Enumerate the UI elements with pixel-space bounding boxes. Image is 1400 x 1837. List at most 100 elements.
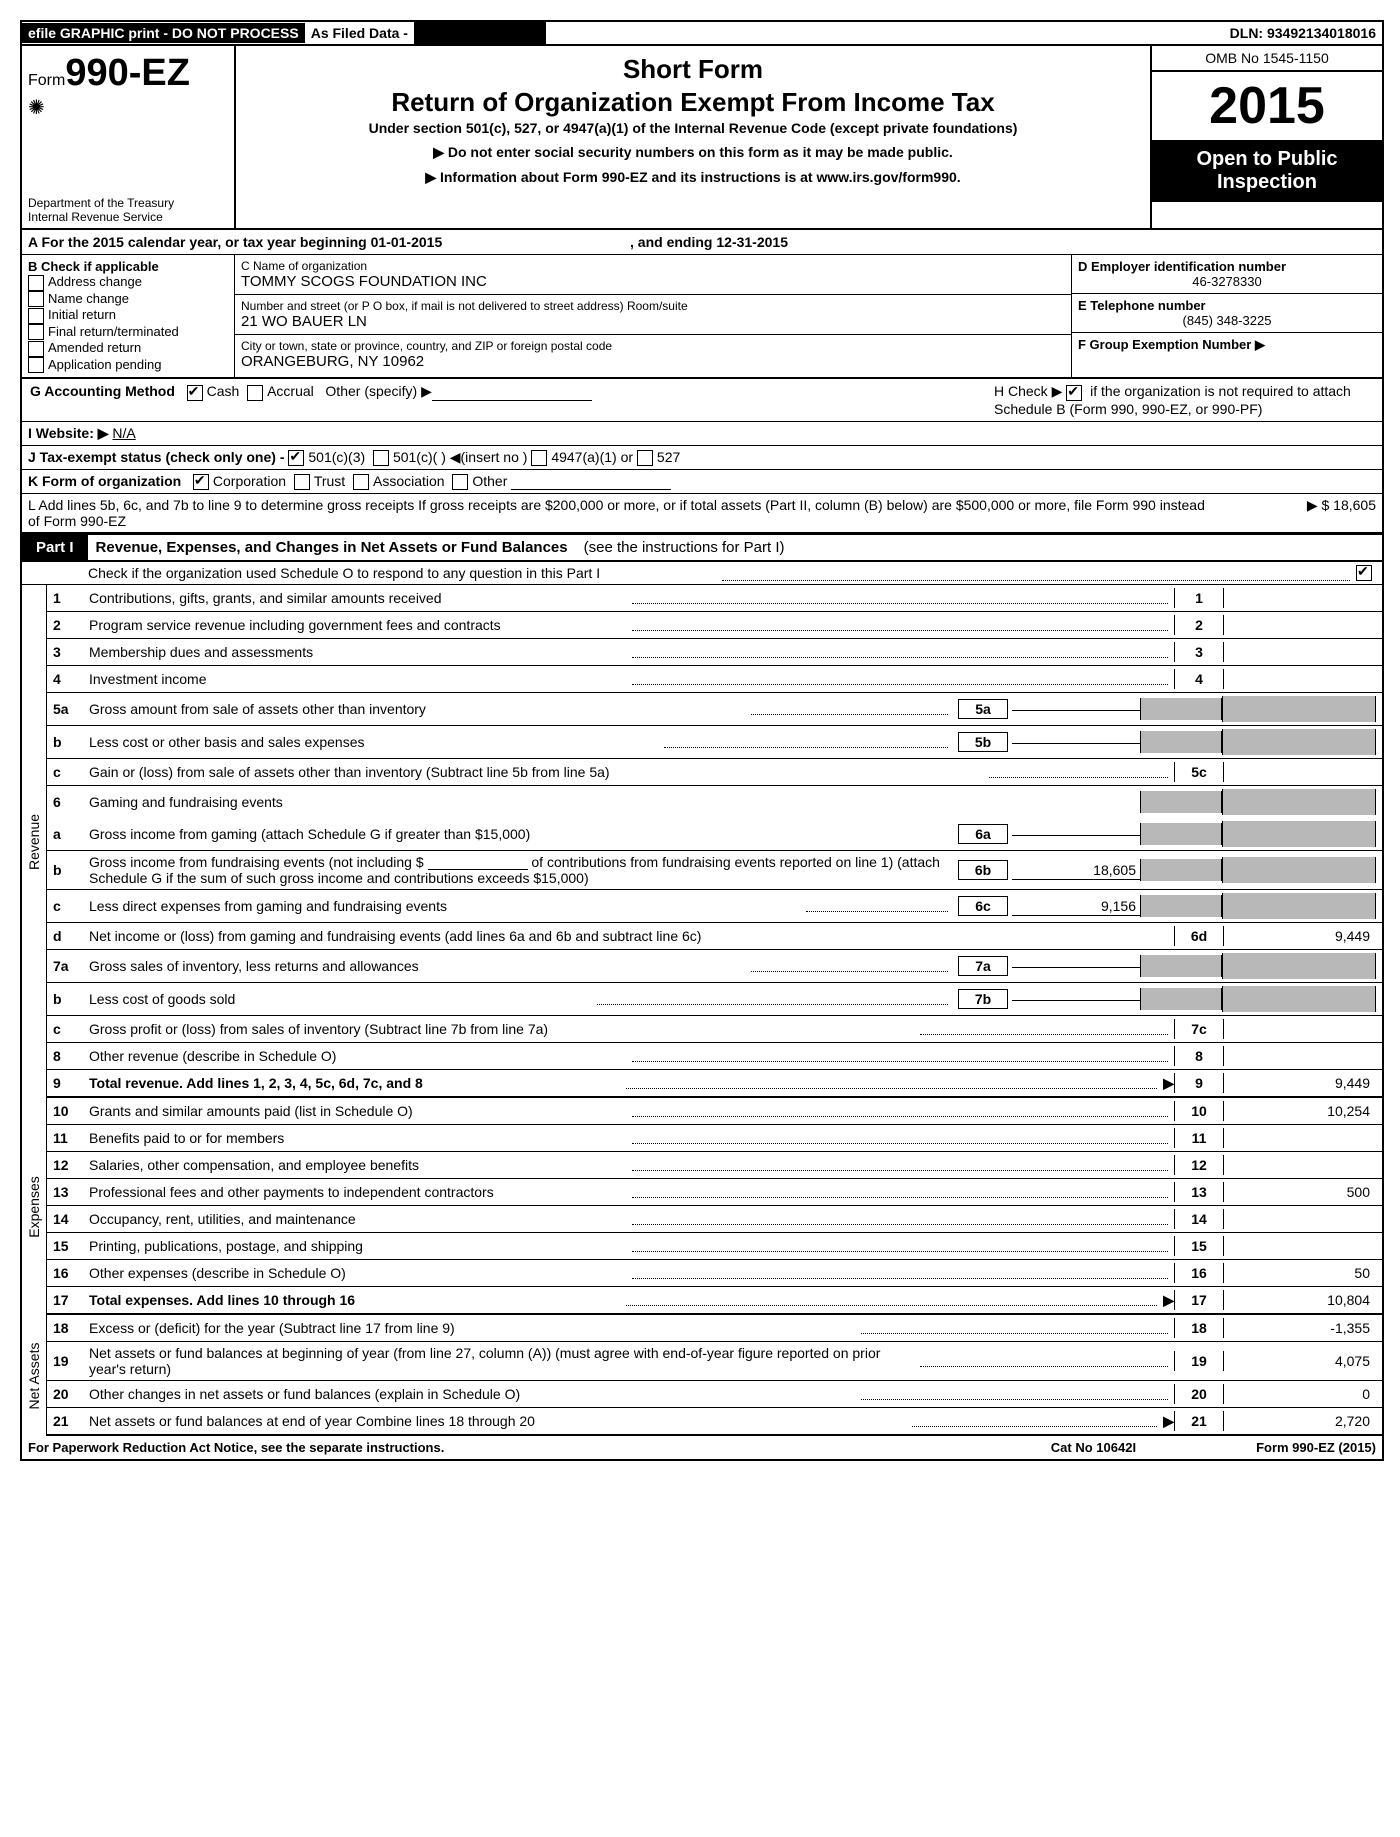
- cb-501c[interactable]: [373, 450, 389, 466]
- line-19: 19Net assets or fund balances at beginni…: [47, 1342, 1382, 1381]
- line-2: 2Program service revenue including gover…: [47, 612, 1382, 639]
- l1-no: 1: [53, 590, 89, 606]
- header-left: Form990-EZ ✺ Department of the Treasury …: [22, 46, 236, 228]
- l14-no: 14: [53, 1211, 89, 1227]
- line-12: 12Salaries, other compensation, and empl…: [47, 1152, 1382, 1179]
- l6a-miniamt: [1012, 833, 1140, 836]
- footer-right: Form 990-EZ (2015): [1256, 1440, 1376, 1455]
- k-fill[interactable]: [511, 475, 671, 490]
- e-val: (845) 348-3225: [1078, 313, 1376, 328]
- dept1: Department of the Treasury: [28, 196, 174, 210]
- l7c-text: Gross profit or (loss) from sales of inv…: [89, 1021, 914, 1037]
- l3-amt: [1224, 650, 1376, 654]
- l6a-mini: 6a: [958, 824, 1008, 844]
- l11-text: Benefits paid to or for members: [89, 1130, 626, 1146]
- l17-no: 17: [53, 1292, 89, 1308]
- cb-accrual[interactable]: [247, 385, 263, 401]
- j-label: J Tax-exempt status (check only one) -: [28, 449, 284, 465]
- l16-box: 16: [1174, 1263, 1224, 1283]
- c-city: ORANGEBURG, NY 10962: [241, 353, 1065, 370]
- l17-text: Total expenses. Add lines 10 through 16: [89, 1292, 355, 1308]
- cb-final[interactable]: [28, 324, 44, 340]
- l12-text: Salaries, other compensation, and employ…: [89, 1157, 626, 1173]
- l5a-no: 5a: [53, 701, 89, 717]
- cb-4947[interactable]: [531, 450, 547, 466]
- l6-text: Gaming and fundraising events: [89, 794, 1140, 810]
- l20-no: 20: [53, 1386, 89, 1402]
- cb-corp[interactable]: [193, 474, 209, 490]
- cb-cash[interactable]: [187, 385, 203, 401]
- l11-no: 11: [53, 1130, 89, 1146]
- l12-no: 12: [53, 1157, 89, 1173]
- l5b-greyamt: [1222, 729, 1376, 755]
- cb-amended[interactable]: [28, 341, 44, 357]
- i-val: N/A: [112, 425, 135, 441]
- cb-501c3[interactable]: [288, 450, 304, 466]
- line-8: 8Other revenue (describe in Schedule O)8: [47, 1043, 1382, 1070]
- cb-address[interactable]: [28, 275, 44, 291]
- cb-pending[interactable]: [28, 357, 44, 373]
- cb-part1[interactable]: [1356, 565, 1372, 581]
- l5b-text: Less cost or other basis and sales expen…: [89, 734, 658, 750]
- l10-box: 10: [1174, 1101, 1224, 1121]
- l12-amt: [1224, 1163, 1376, 1167]
- l8-amt: [1224, 1054, 1376, 1058]
- cb-initial[interactable]: [28, 308, 44, 324]
- l6b-greyamt: [1222, 857, 1376, 883]
- l6b-no: b: [53, 862, 89, 878]
- efile-label: efile GRAPHIC print - DO NOT PROCESS: [22, 23, 305, 43]
- cb-trust[interactable]: [294, 474, 310, 490]
- line-6: 6Gaming and fundraising events: [47, 786, 1382, 818]
- line-20: 20Other changes in net assets or fund ba…: [47, 1381, 1382, 1408]
- l7b-grey: [1140, 988, 1222, 1010]
- c-city-label: City or town, state or province, country…: [241, 339, 1065, 353]
- row-k: K Form of organization Corporation Trust…: [22, 470, 1382, 494]
- l9-no: 9: [53, 1075, 89, 1091]
- l11-box: 11: [1174, 1128, 1224, 1148]
- l6b-fill[interactable]: [428, 855, 528, 870]
- cb-other[interactable]: [452, 474, 468, 490]
- l6-greyamt: [1222, 789, 1376, 815]
- l1-box: 1: [1174, 588, 1224, 608]
- j-o4: 527: [657, 449, 680, 465]
- cb-assoc[interactable]: [353, 474, 369, 490]
- line-17: 17Total expenses. Add lines 10 through 1…: [47, 1287, 1382, 1315]
- line-14: 14Occupancy, rent, utilities, and mainte…: [47, 1206, 1382, 1233]
- line-10: 10Grants and similar amounts paid (list …: [47, 1098, 1382, 1125]
- l5a-text: Gross amount from sale of assets other t…: [89, 701, 745, 717]
- revenue-section: Revenue 1Contributions, gifts, grants, a…: [22, 585, 1382, 1098]
- f-label: F Group Exemption Number ▶: [1078, 337, 1265, 352]
- c-name: TOMMY SCOGS FOUNDATION INC: [241, 273, 1065, 290]
- part1-title: Revenue, Expenses, and Changes in Net As…: [88, 535, 576, 560]
- inspect: Open to Public Inspection: [1152, 140, 1382, 202]
- l8-text: Other revenue (describe in Schedule O): [89, 1048, 626, 1064]
- j-ins: ◀(insert no ): [450, 449, 528, 465]
- line-11: 11Benefits paid to or for members11: [47, 1125, 1382, 1152]
- netassets-label: Net Assets: [26, 1342, 42, 1409]
- row-g-h: G Accounting Method Cash Accrual Other (…: [22, 379, 1382, 421]
- l18-no: 18: [53, 1320, 89, 1336]
- form-prefix: Form: [28, 72, 65, 89]
- rowa-begin: 01-01-2015: [371, 234, 443, 250]
- cb-h[interactable]: [1066, 385, 1082, 401]
- rowa-end: 12-31-2015: [716, 234, 788, 250]
- line-15: 15Printing, publications, postage, and s…: [47, 1233, 1382, 1260]
- l6b-text: Gross income from fundraising events (no…: [89, 854, 954, 886]
- g: G Accounting Method Cash Accrual Other (…: [30, 383, 994, 416]
- g-other-fill[interactable]: [432, 386, 592, 401]
- l18-amt: -1,355: [1224, 1318, 1376, 1338]
- cb-name[interactable]: [28, 291, 44, 307]
- irs-link[interactable]: www.irs.gov/form990: [816, 169, 956, 185]
- cb-527[interactable]: [637, 450, 653, 466]
- l6-grey: [1140, 791, 1222, 813]
- line-18: 18Excess or (deficit) for the year (Subt…: [47, 1315, 1382, 1342]
- line-16: 16Other expenses (describe in Schedule O…: [47, 1260, 1382, 1287]
- header: Form990-EZ ✺ Department of the Treasury …: [22, 46, 1382, 230]
- l2-no: 2: [53, 617, 89, 633]
- l6a-text: Gross income from gaming (attach Schedul…: [89, 826, 954, 842]
- l21-text: Net assets or fund balances at end of ye…: [89, 1413, 906, 1429]
- netassets-section: Net Assets 18Excess or (deficit) for the…: [22, 1315, 1382, 1436]
- l16-amt: 50: [1224, 1263, 1376, 1283]
- line-5c: cGain or (loss) from sale of assets othe…: [47, 759, 1382, 786]
- part1-sub: (see the instructions for Part I): [576, 535, 793, 560]
